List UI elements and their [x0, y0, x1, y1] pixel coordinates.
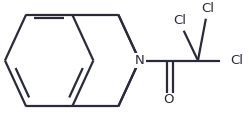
- Text: Cl: Cl: [201, 2, 214, 15]
- Text: Cl: Cl: [230, 54, 243, 67]
- Text: Cl: Cl: [173, 14, 186, 27]
- Text: O: O: [163, 93, 173, 106]
- Text: N: N: [134, 54, 144, 67]
